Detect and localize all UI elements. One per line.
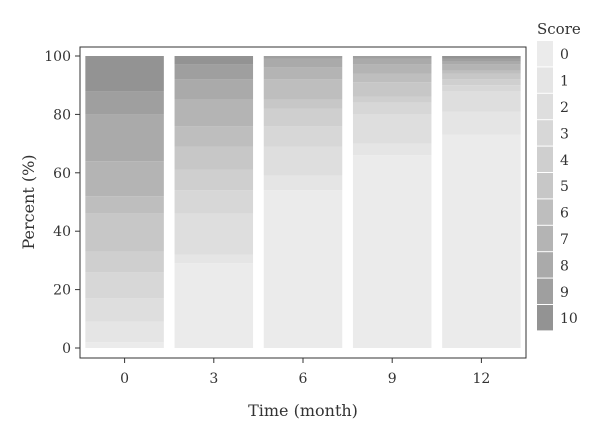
- bar-segment-t6-score-2: [263, 146, 343, 176]
- bar-segment-t12-score-6: [442, 70, 521, 74]
- x-tick-label-9: 9: [388, 371, 397, 387]
- bar-segment-t9-score-5: [352, 82, 432, 97]
- bar-segment-t6-score-8: [263, 58, 343, 68]
- legend-swatch-10: [537, 305, 553, 331]
- bar-segment-t9-score-8: [352, 58, 432, 65]
- x-tick-label-3: 3: [209, 371, 218, 387]
- bar-segment-t6-score-3: [263, 126, 343, 147]
- legend-swatch-8: [537, 252, 553, 278]
- bar-segment-t0-score-1: [85, 321, 164, 343]
- x-axis: 0 3 6 9 12: [120, 358, 490, 387]
- bar-segment-t12-score-1: [442, 111, 521, 135]
- bar-segment-t12-score-3: [442, 85, 521, 92]
- bar-segment-t9-score-9: [352, 56, 432, 59]
- legend-label-10: 10: [560, 311, 578, 327]
- bar-segment-t3-score-5: [174, 146, 254, 170]
- bar-segment-t3-score-6: [174, 126, 254, 147]
- legend-swatch-4: [537, 146, 553, 172]
- bar-segment-t9-score-4: [352, 96, 432, 103]
- bar-segment-t3-score-8: [174, 79, 254, 100]
- legend-label-1: 1: [560, 74, 569, 90]
- legend-label-8: 8: [560, 258, 569, 274]
- bar-segment-t6-score-0: [263, 190, 343, 348]
- legend-swatch-1: [537, 67, 553, 93]
- legend-swatch-9: [537, 278, 553, 304]
- bar-segment-t3-score-4: [174, 169, 254, 191]
- y-tick-label-40: 40: [53, 224, 71, 240]
- bar-segment-t0-score-0: [85, 342, 164, 348]
- bar-segment-t12-score-9: [442, 58, 521, 62]
- y-tick-label-80: 80: [53, 107, 71, 123]
- legend-label-6: 6: [560, 206, 569, 222]
- y-tick-label-20: 20: [53, 283, 71, 299]
- bar-segment-t12-score-7: [442, 64, 521, 71]
- bar-segment-t6-score-9: [263, 56, 343, 59]
- bar-segment-t9-score-6: [352, 73, 432, 83]
- bar-segment-t12-score-0: [442, 134, 521, 348]
- legend-label-0: 0: [560, 47, 569, 63]
- bar-segment-t0-score-4: [85, 251, 164, 273]
- bar-segment-t9-score-3: [352, 102, 432, 115]
- bar-segment-t6-score-6: [263, 79, 343, 100]
- bar-segment-t3-score-3: [174, 190, 254, 214]
- bar-segment-t0-score-3: [85, 272, 164, 299]
- legend-swatch-2: [537, 93, 553, 120]
- bar-segment-t12-score-2: [442, 91, 521, 112]
- legend-label-2: 2: [560, 100, 569, 116]
- x-tick-label-12: 12: [472, 371, 490, 387]
- legend-swatch-5: [537, 173, 553, 199]
- y-tick-label-60: 60: [53, 166, 71, 182]
- bar-segment-t3-score-0: [174, 263, 254, 348]
- bar-segment-t12-score-8: [442, 61, 521, 65]
- legend-label-9: 9: [560, 285, 569, 301]
- x-tick-label-0: 0: [120, 371, 129, 387]
- bar-segment-t3-score-10: [174, 56, 254, 65]
- bar-segment-t6-score-4: [263, 108, 343, 127]
- y-tick-label-0: 0: [62, 341, 71, 357]
- y-tick-label-100: 100: [44, 49, 71, 65]
- bar-segment-t3-score-9: [174, 64, 254, 80]
- bar-segment-t6-score-5: [263, 99, 343, 109]
- bars: [85, 56, 521, 348]
- bar-segment-t9-score-7: [352, 64, 432, 74]
- legend-label-5: 5: [560, 179, 569, 195]
- y-axis-title: Percent (%): [19, 154, 38, 249]
- legend-swatch-7: [537, 225, 553, 252]
- bar-segment-t9-score-1: [352, 143, 432, 156]
- x-tick-label-6: 6: [299, 371, 308, 387]
- bar-segment-t3-score-1: [174, 254, 254, 264]
- y-axis: 0 20 40 60 80 100: [44, 49, 80, 357]
- legend-swatch-3: [537, 120, 553, 146]
- bar-segment-t0-score-2: [85, 298, 164, 322]
- bar-segment-t0-score-8: [85, 114, 164, 162]
- bar-segment-t0-score-6: [85, 196, 164, 214]
- bar-segment-t3-score-7: [174, 99, 254, 127]
- bar-segment-t12-score-5: [442, 73, 521, 80]
- legend-label-4: 4: [560, 153, 569, 169]
- bar-segment-t9-score-2: [352, 114, 432, 144]
- legend-label-7: 7: [560, 232, 569, 248]
- bar-segment-t12-score-4: [442, 79, 521, 86]
- legend-swatch-0: [537, 41, 553, 67]
- legend: Score 0 1 2 3 4 5 6 7 8 9 10: [537, 20, 581, 331]
- x-axis-title: Time (month): [248, 401, 358, 420]
- bar-segment-t9-score-0: [352, 155, 432, 348]
- bar-segment-t3-score-2: [174, 213, 254, 255]
- bar-segment-t6-score-7: [263, 67, 343, 80]
- bar-segment-t0-score-7: [85, 161, 164, 197]
- legend-label-3: 3: [560, 126, 569, 142]
- bar-segment-t0-score-9: [85, 91, 164, 115]
- legend-swatch-6: [537, 199, 553, 225]
- legend-title: Score: [537, 20, 581, 38]
- bar-segment-t0-score-10: [85, 56, 164, 92]
- bar-segment-t12-score-10: [442, 56, 521, 59]
- bar-segment-t0-score-5: [85, 213, 164, 252]
- bar-segment-t6-score-1: [263, 175, 343, 191]
